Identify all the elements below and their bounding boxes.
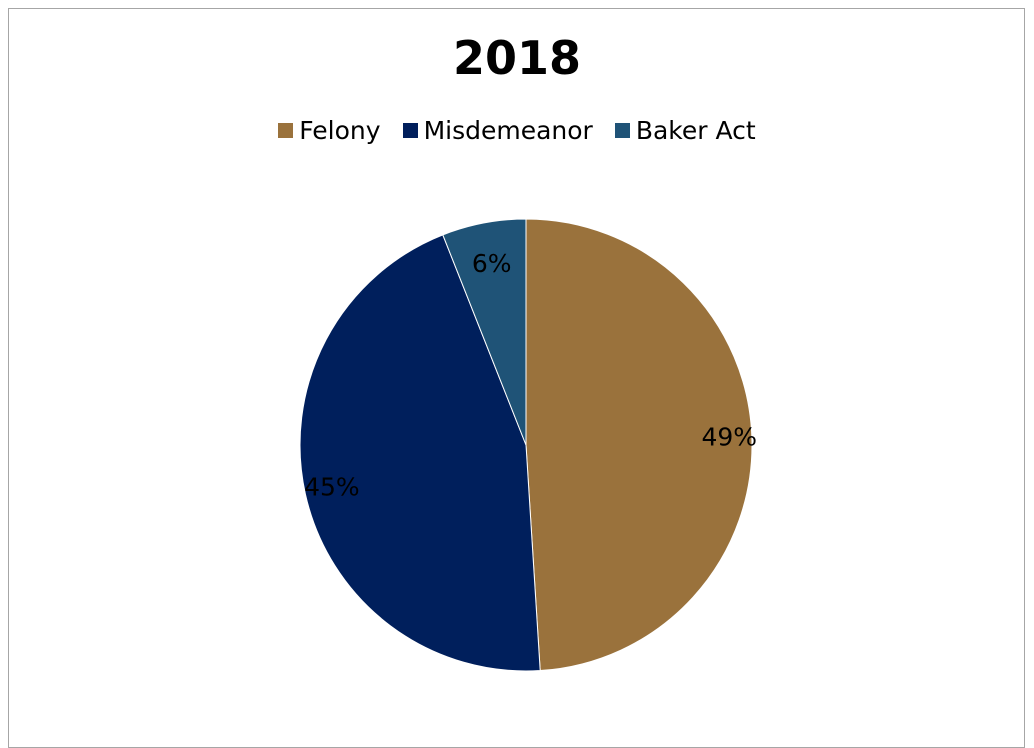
pie-chart: 49% 45% 6% (299, 218, 758, 672)
legend-item-felony: Felony (278, 116, 381, 145)
legend-label-felony: Felony (299, 116, 381, 145)
legend-item-baker-act: Baker Act (614, 116, 756, 145)
legend-item-misdemeanor: Misdemeanor (402, 116, 593, 145)
data-label-felony: 49% (702, 423, 758, 452)
pie-slice-felony (525, 218, 753, 672)
legend-swatch-misdemeanor (402, 123, 418, 138)
legend-label-misdemeanor: Misdemeanor (423, 116, 593, 145)
legend-swatch-baker-act (614, 123, 630, 138)
pie-slice-misdemeanor (299, 234, 541, 672)
legend-swatch-felony (278, 123, 294, 138)
data-label-baker-act: 6% (472, 249, 512, 278)
chart-title: 2018 (452, 31, 582, 85)
legend: Felony Misdemeanor Baker Act (0, 116, 1034, 145)
data-label-misdemeanor: 45% (304, 472, 360, 501)
pie-slice-baker-act (442, 218, 527, 446)
legend-label-baker-act: Baker Act (635, 116, 756, 145)
